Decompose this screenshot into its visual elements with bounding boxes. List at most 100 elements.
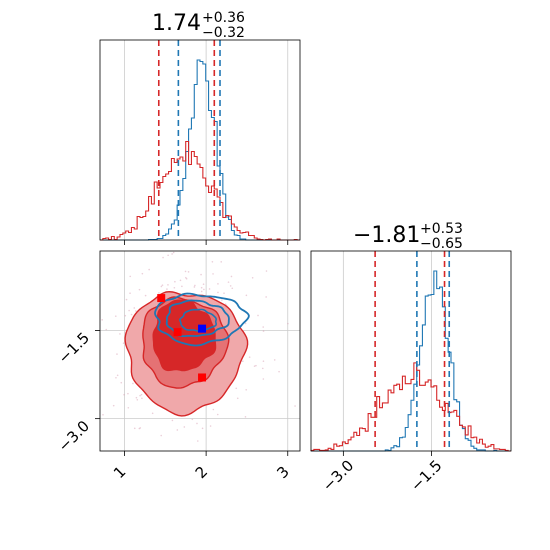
contour-series-a-outer [154, 292, 250, 347]
sample-point [132, 382, 134, 385]
histogram-series-a [100, 59, 300, 241]
sample-point [242, 360, 244, 363]
y-marginal-frame [310, 250, 512, 452]
histogram-series-b [310, 362, 511, 452]
sample-point [139, 394, 141, 397]
sample-point [193, 286, 196, 288]
histogram-series-a [311, 270, 511, 452]
sample-point [141, 272, 144, 275]
sample-point [116, 353, 118, 355]
sample-point [261, 367, 264, 370]
x-param-title-main: 1.74 [152, 11, 201, 36]
sample-point [158, 292, 160, 294]
sample-point [196, 422, 198, 425]
sample-point [230, 275, 233, 278]
sample-point [217, 291, 219, 294]
sample-point [201, 427, 204, 430]
sample-point [115, 376, 117, 379]
sample-point [265, 296, 267, 298]
sample-point [187, 271, 190, 273]
sample-point [151, 412, 154, 415]
sample-point [257, 314, 259, 317]
y-marginal-panel [310, 250, 512, 452]
sample-point [212, 408, 215, 411]
sample-point [136, 399, 139, 401]
sample-point [253, 365, 256, 367]
sample-point [227, 281, 230, 283]
sample-point [220, 261, 223, 263]
sample-point [112, 404, 115, 407]
sample-point [114, 315, 117, 317]
y-tick-label: −3.0 [55, 417, 93, 455]
sample-point [167, 284, 169, 286]
sample-point [124, 314, 127, 317]
sample-point [262, 360, 265, 363]
sample-point [212, 273, 214, 275]
sample-point [144, 294, 147, 297]
sample-point [125, 298, 128, 301]
sample-point [138, 288, 141, 291]
sample-point [116, 374, 119, 377]
sample-point [255, 364, 257, 367]
joint-density-panel [99, 250, 301, 452]
sample-point [202, 283, 205, 285]
tick-labels: 1 2 3 −3.0 −1.5 −3.0 −1.5 [55, 240, 446, 495]
x-param-title: 1.74 +0.36 −0.32 [152, 10, 245, 41]
sample-point [128, 309, 130, 312]
x-tick-label: −3.0 [319, 456, 357, 494]
sample-point [231, 287, 234, 290]
sample-point [229, 285, 232, 287]
y-param-title-sub: −0.65 [420, 236, 463, 252]
sample-point [196, 440, 199, 442]
sample-point [119, 333, 121, 335]
point-marker [173, 328, 182, 337]
sample-point [129, 292, 131, 295]
sample-point [262, 326, 265, 328]
y-tick-label: −1.5 [55, 329, 93, 367]
sample-point [120, 381, 123, 384]
x-tick-label: −1.5 [407, 456, 445, 494]
sample-point [262, 330, 265, 332]
sample-point [122, 342, 125, 345]
sample-point [209, 425, 212, 427]
sample-point [294, 405, 296, 407]
sample-point [148, 268, 150, 271]
x-marginal-panel [99, 39, 301, 241]
sample-point [181, 285, 183, 288]
x-marginal-frame [99, 39, 301, 241]
sample-point [245, 388, 248, 391]
x-param-title-sup: +0.36 [202, 10, 245, 26]
sample-point [123, 393, 125, 396]
sample-point [244, 416, 247, 418]
sample-point [105, 328, 108, 331]
sample-point [200, 273, 202, 276]
sample-point [127, 392, 129, 395]
y-param-title-sup: +0.53 [420, 221, 463, 237]
point-marker [157, 294, 166, 303]
contour-series-a-inner [179, 308, 218, 332]
sample-point [184, 270, 187, 273]
contour-series-a-mid [165, 299, 230, 337]
sample-point [179, 279, 182, 282]
x-tick-label: 2 [192, 463, 211, 482]
sample-point [265, 270, 268, 272]
sample-point [138, 427, 141, 430]
sample-point [208, 288, 211, 290]
x-tick-label: 1 [110, 463, 129, 482]
sample-point [200, 286, 203, 289]
sample-point [273, 359, 276, 361]
sample-point [140, 393, 143, 396]
sample-point [183, 426, 186, 428]
sample-point [160, 285, 163, 288]
sample-point [223, 292, 225, 294]
sample-point [236, 397, 239, 400]
sample-point [235, 387, 238, 390]
y-param-title-main: −1.81 [353, 223, 420, 248]
sample-point [287, 322, 289, 325]
sample-point [194, 284, 196, 287]
sample-point [216, 413, 219, 416]
point-marker [198, 373, 207, 382]
joint-panel-frame [99, 250, 301, 452]
sample-point [102, 413, 104, 416]
sample-point [185, 277, 188, 280]
